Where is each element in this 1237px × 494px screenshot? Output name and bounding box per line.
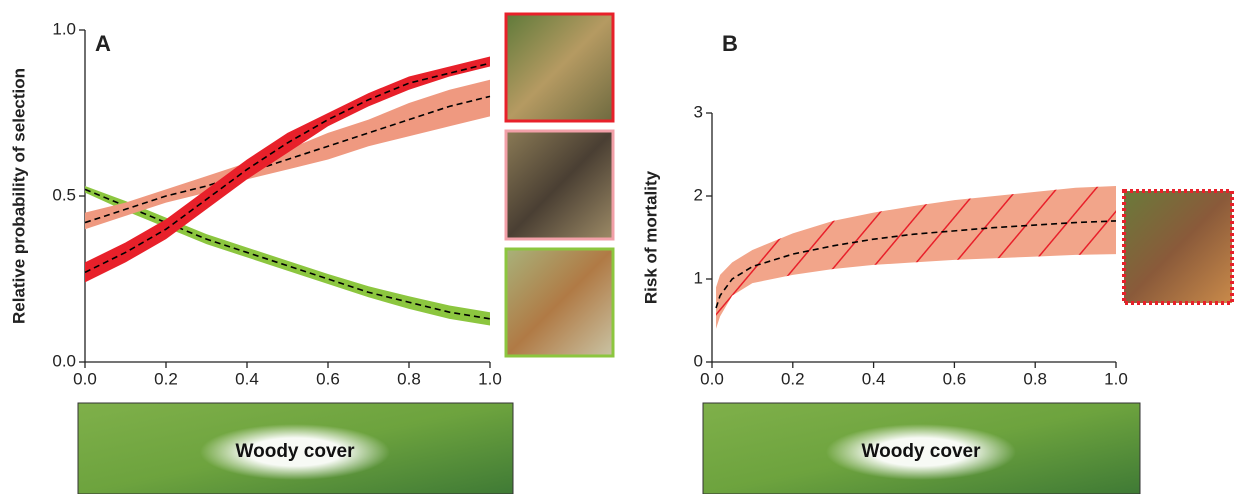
x-tick-label: 0.0 (73, 369, 97, 388)
x-tick-label: 0.8 (397, 369, 421, 388)
confidence-band (85, 79, 490, 230)
band-hatch (716, 186, 1116, 329)
mean-line (84, 95, 491, 224)
x-tick-label: 0.6 (316, 369, 340, 388)
x-tick-label: 0.4 (862, 369, 886, 388)
panel-label: B (722, 31, 738, 56)
x-tick-label: 0.6 (943, 369, 967, 388)
x-tick-label: 0.8 (1023, 369, 1047, 388)
y-tick-label: 0.0 (52, 351, 76, 370)
x-tick-label: 0.4 (235, 369, 259, 388)
woody-cover-label: Woody cover (862, 441, 982, 462)
x-tick-label: 0.2 (154, 369, 178, 388)
woody-cover-label: Woody cover (236, 441, 356, 462)
leopard-photo (504, 12, 615, 123)
label-glow (200, 424, 390, 480)
carcass-photo (1122, 189, 1234, 305)
panel-label: A (95, 31, 111, 56)
y-tick-label: 3 (694, 102, 703, 121)
y-axis-label: Risk of mortality (641, 170, 660, 304)
mean-line (84, 188, 491, 320)
y-axis-label: Relative probability of selection (9, 68, 28, 324)
y-tick-label: 1 (694, 268, 703, 287)
y-tick-label: 2 (694, 185, 703, 204)
y-tick-label: 0.5 (52, 185, 76, 204)
x-tick-label: 1.0 (1104, 369, 1128, 388)
x-tick-label: 0.0 (700, 369, 724, 388)
x-tick-label: 0.2 (781, 369, 805, 388)
mean-line (84, 62, 491, 274)
y-tick-label: 1.0 (52, 19, 76, 38)
impala-photo (504, 247, 615, 358)
confidence-band (85, 56, 490, 283)
wild-dog-photo (504, 129, 615, 241)
label-glow (826, 424, 1016, 480)
mean-line (715, 220, 1117, 309)
x-tick-label: 1.0 (478, 369, 502, 388)
y-tick-label: 0 (694, 351, 703, 370)
